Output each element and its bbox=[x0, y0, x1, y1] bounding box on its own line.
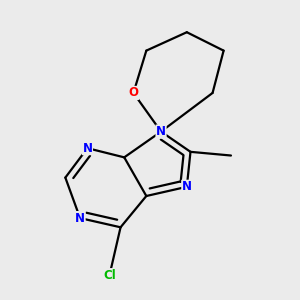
Text: Cl: Cl bbox=[103, 268, 116, 282]
Text: N: N bbox=[75, 212, 85, 225]
Text: O: O bbox=[128, 86, 138, 100]
Text: N: N bbox=[156, 125, 166, 138]
Text: N: N bbox=[82, 142, 92, 155]
Text: N: N bbox=[182, 180, 192, 193]
